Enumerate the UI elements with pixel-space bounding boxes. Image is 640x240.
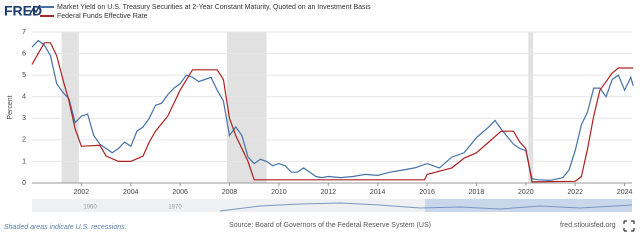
y-tick-label: 7 (22, 29, 26, 36)
y-tick-label: 4 (22, 94, 26, 101)
recession-band (528, 32, 534, 183)
navigator-label: 1970 (168, 205, 182, 211)
y-tick-label: 2 (22, 137, 26, 144)
navigator-line (219, 202, 633, 212)
site[interactable]: fred.stlouisfed.org (560, 222, 616, 229)
x-tick-label: 2024 (617, 189, 633, 196)
navigator-label: 1960 (83, 205, 97, 211)
x-tick-label: 2016 (419, 189, 435, 196)
x-tick-label: 2018 (469, 189, 485, 196)
x-tick-label: 2006 (172, 189, 188, 196)
x-tick-label: 2002 (74, 189, 90, 196)
recession-note: Shaded areas indicate U.S. recessions. (4, 224, 127, 231)
x-tick-label: 2004 (123, 189, 139, 196)
fullscreen-icon[interactable] (623, 220, 635, 232)
y-tick-label: 1 (22, 158, 26, 165)
recession-band (227, 32, 267, 183)
logo[interactable]: FRED (4, 3, 42, 19)
legend-label: Federal Funds Effective Rate (57, 13, 148, 20)
x-tick-label: 2010 (271, 189, 287, 196)
navigator-selection[interactable] (425, 199, 632, 212)
y-axis-label: Percent (7, 95, 14, 119)
x-tick-label: 2022 (567, 189, 583, 196)
y-tick-label: 5 (22, 72, 26, 79)
plot: 0 1 2 3 4 5 6 7 2002 2004 2006 2008 2010 2012 2014 2016… (7, 4, 634, 196)
y-tick-label: 6 (22, 50, 26, 57)
series-line (31, 39, 634, 182)
source: Source: Board of Governors of the Federa… (229, 222, 431, 229)
y-tick-label: 0 (22, 180, 26, 187)
series-line (31, 42, 634, 183)
x-tick-label: 2008 (222, 189, 238, 196)
x-tick-label: 2014 (370, 189, 386, 196)
legend-label: Market Yield on U.S. Treasury Securities… (57, 4, 371, 11)
x-tick-label: 2020 (518, 189, 534, 196)
y-tick-label: 3 (22, 115, 26, 122)
x-tick-label: 2012 (321, 189, 337, 196)
logo-icon (29, 4, 41, 15)
